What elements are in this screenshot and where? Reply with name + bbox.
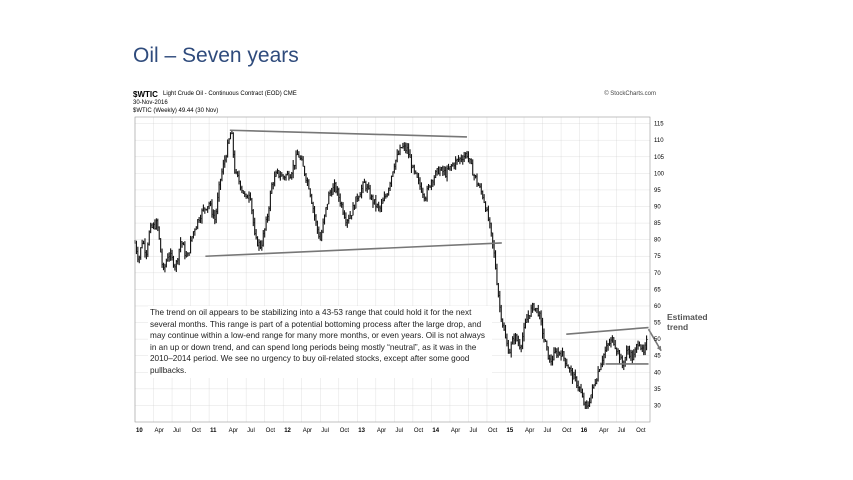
x-tick-label: 15 [507, 428, 514, 434]
x-tick-label: 13 [358, 428, 365, 434]
y-tick-label: 50 [654, 337, 661, 343]
trendline [205, 242, 502, 258]
chart-series-label: $WTIC (Weekly) 49.44 (30 Nov) [133, 108, 219, 114]
x-tick-label: Apr [303, 428, 312, 434]
chart-description: Light Crude Oil - Continuous Contract (E… [163, 91, 297, 97]
x-tick-label: Jul [247, 428, 255, 434]
x-tick-label: Apr [599, 428, 608, 434]
x-tick-label: Oct [192, 428, 202, 434]
slide-title: Oil – Seven years [133, 44, 299, 67]
x-tick-label: Jul [173, 428, 181, 434]
price-chart-svg: 30 35 40 45 50 55 60 65 70 75 80 85 90 95 100 105 110 115… [134, 116, 665, 434]
y-tick-label: 45 [654, 354, 661, 360]
y-tick-label: 80 [654, 238, 661, 244]
y-tick-label: 95 [654, 188, 661, 194]
x-tick-label: Apr [451, 428, 460, 434]
chart-description-text: Light Crude Oil - Continuous Contract (E… [163, 91, 282, 97]
x-tick-label: Oct [636, 428, 646, 434]
x-tick-label: Apr [377, 428, 386, 434]
y-tick-label: 65 [654, 287, 661, 293]
y-tick-label: 35 [654, 387, 661, 393]
y-tick-label: 90 [654, 205, 661, 211]
y-tick-label: 55 [654, 321, 661, 327]
x-tick-label: Jul [395, 428, 403, 434]
x-tick-label: Oct [414, 428, 424, 434]
estimated-trend-arrowhead [656, 345, 662, 351]
chart-date: 30-Nov-2016 [133, 100, 168, 106]
y-tick-label: 30 [654, 403, 661, 409]
chart-copyright: © StockCharts.com [604, 91, 656, 97]
price-series [134, 130, 648, 410]
trendline [566, 326, 649, 335]
x-tick-label: Jul [618, 428, 626, 434]
stock-chart: $WTIC Light Crude Oil - Continuous Contr… [130, 90, 708, 435]
y-tick-label: 110 [654, 138, 664, 144]
x-tick-label: Apr [229, 428, 238, 434]
x-tick-label: Oct [266, 428, 276, 434]
plot-frame [134, 116, 651, 423]
x-tick-label: Oct [340, 428, 350, 434]
x-tick-label: 16 [581, 428, 588, 434]
x-tick-label: Jul [469, 428, 477, 434]
y-tick-label: 115 [654, 122, 664, 128]
x-tick-label: Oct [562, 428, 572, 434]
y-tick-label: 85 [654, 221, 661, 227]
y-tick-label: 105 [654, 155, 665, 161]
x-tick-label: 14 [432, 428, 439, 434]
axes: 30 35 40 45 50 55 60 65 70 75 80 85 90 95 100 105 110 115… [134, 116, 665, 434]
x-tick-label: 12 [284, 428, 291, 434]
y-tick-label: 60 [654, 304, 661, 310]
x-tick-label: 10 [136, 428, 143, 434]
chart-exchange: CME [283, 91, 297, 97]
x-tick-label: Oct [488, 428, 498, 434]
y-tick-label: 40 [654, 370, 661, 376]
x-tick-label: Jul [544, 428, 552, 434]
y-tick-label: 100 [654, 171, 665, 177]
y-tick-label: 70 [654, 271, 661, 277]
trendline [229, 129, 467, 138]
chart-symbol: $WTIC [133, 90, 158, 99]
x-tick-label: Apr [155, 428, 164, 434]
x-tick-label: 11 [210, 428, 217, 434]
y-tick-label: 75 [654, 254, 661, 260]
analysis-note: The trend on oil appears to be stabilizi… [148, 306, 492, 378]
estimated-trend-label: Estimated trend [667, 312, 708, 332]
trendlines [205, 129, 662, 365]
x-tick-label: Jul [321, 428, 329, 434]
x-tick-label: Apr [525, 428, 534, 434]
